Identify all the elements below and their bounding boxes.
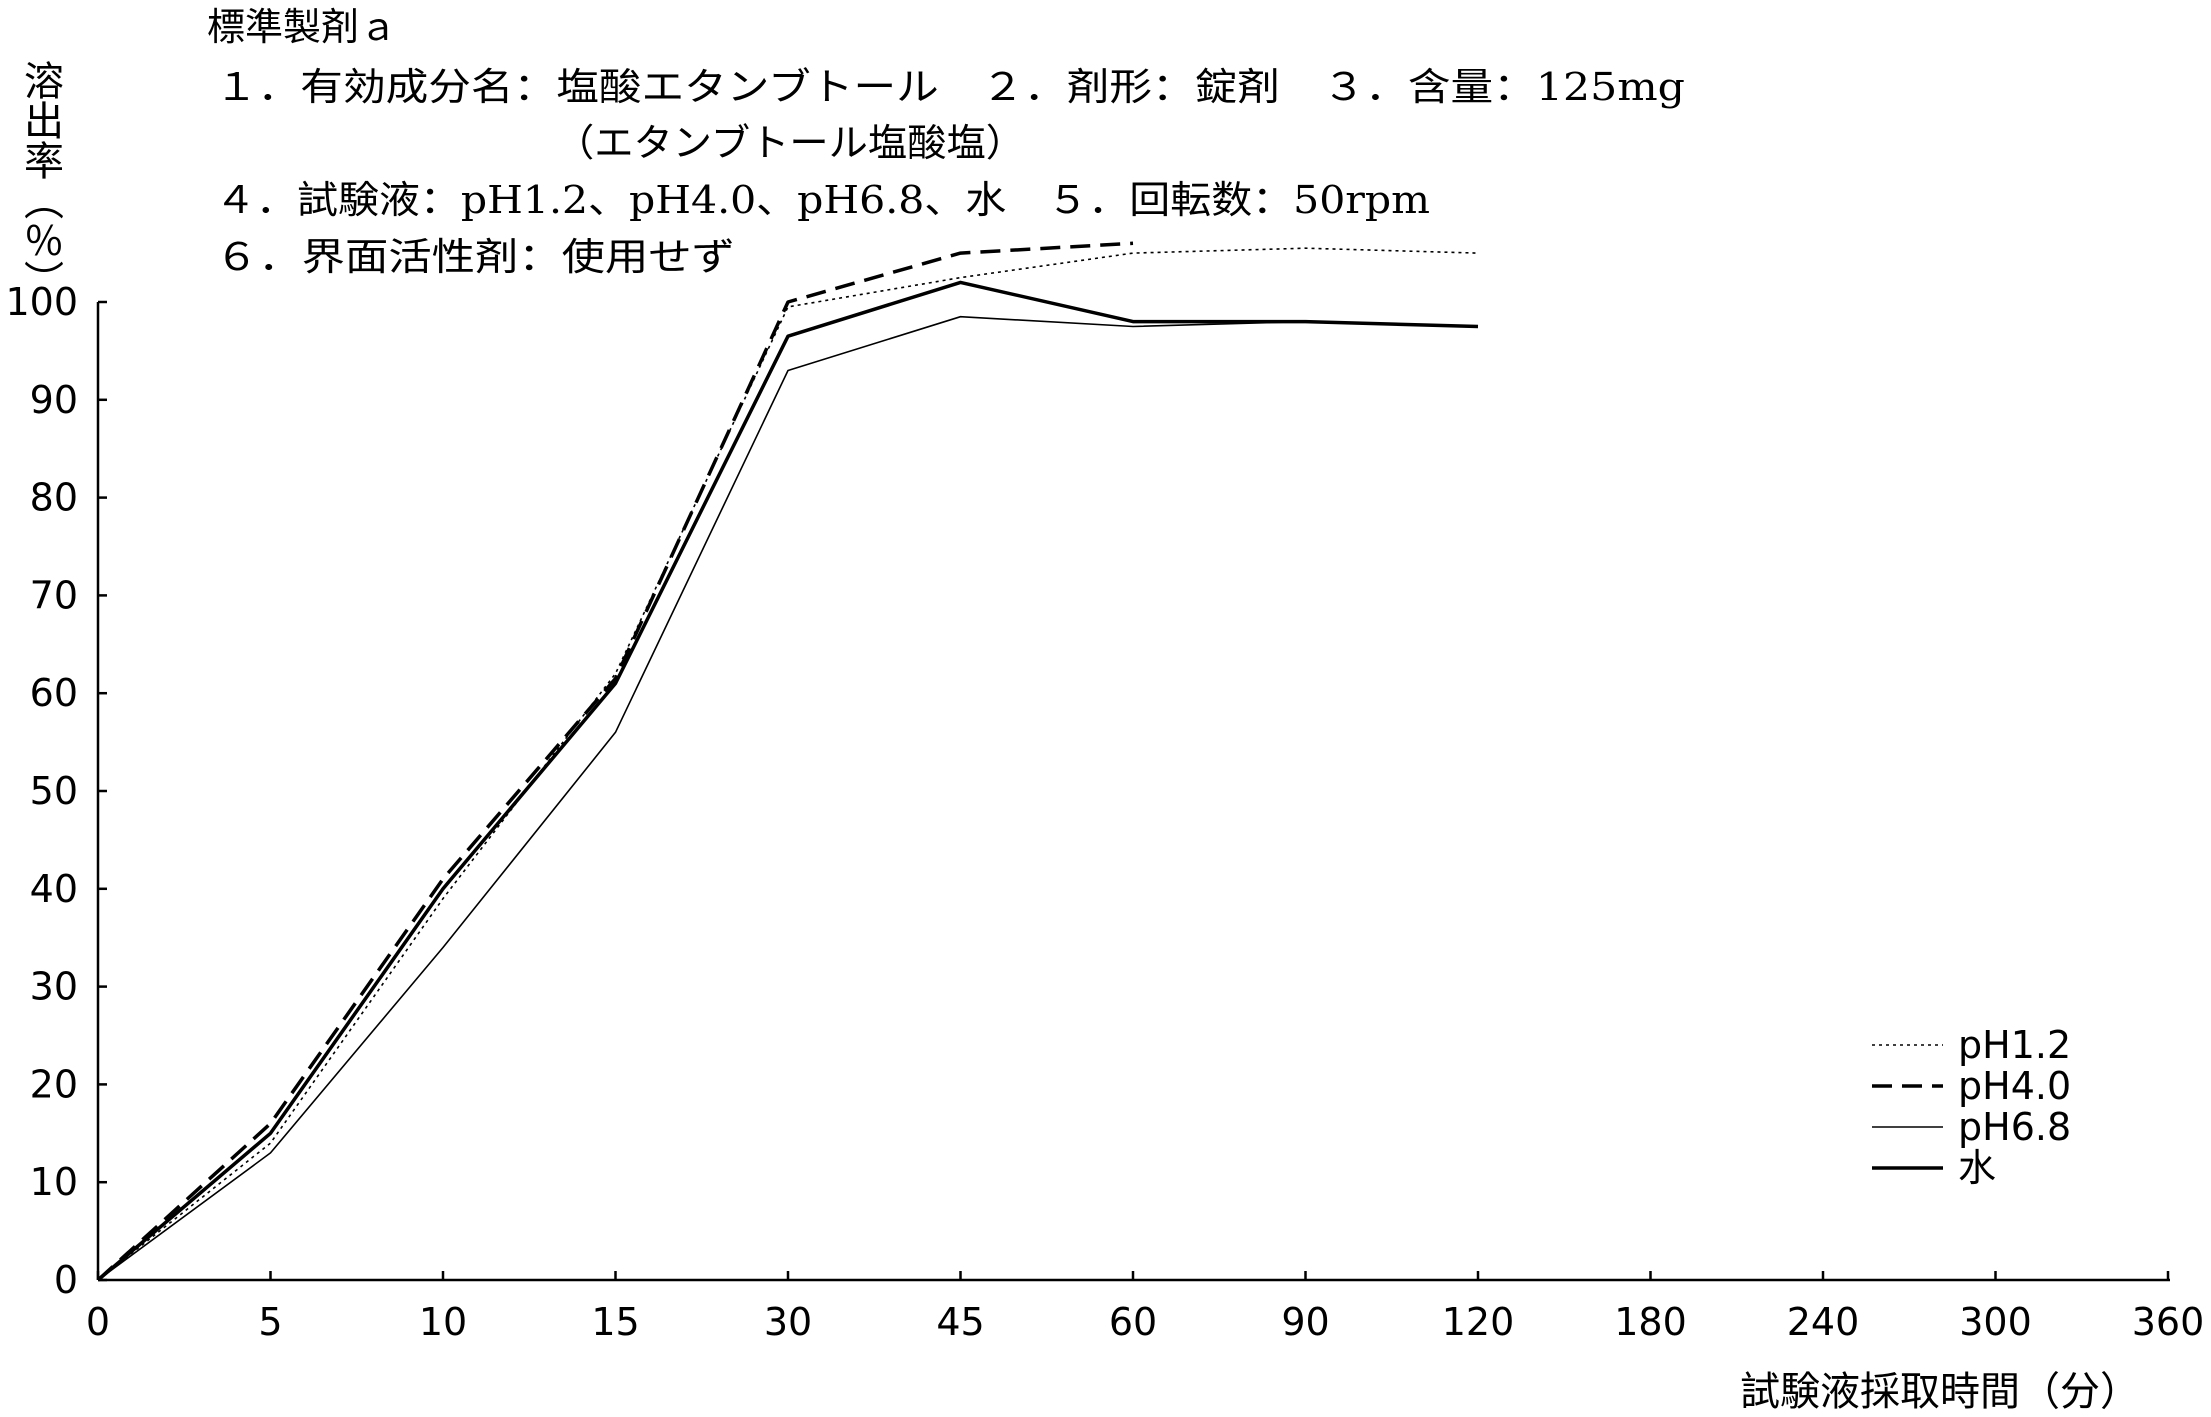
x-axis-label: 試験液採取時間（分）	[1740, 1369, 2140, 1415]
y-tick-label: 20	[30, 1062, 78, 1106]
series-lines	[96, 241, 1479, 1282]
x-tick-label: 15	[591, 1300, 639, 1344]
x-tick-label: 180	[1614, 1300, 1687, 1344]
x-tick-label: 30	[764, 1300, 812, 1344]
x-tick-label: 5	[258, 1300, 282, 1344]
legend-label: pH6.8	[1958, 1105, 2071, 1149]
legend-label: 水	[1958, 1146, 1996, 1190]
y-tick-label: 100	[5, 280, 78, 324]
y-tick-label: 60	[30, 671, 78, 715]
y-axis-ticks: 0 10 20 30 40 50 60 70 80 90 100	[5, 280, 107, 1302]
legend-label: pH1.2	[1958, 1023, 2071, 1067]
y-tick-label: 70	[30, 573, 78, 617]
x-tick-label: 90	[1281, 1300, 1329, 1344]
y-tick-label: 0	[54, 1258, 78, 1302]
series-line-4	[96, 280, 1479, 1282]
x-tick-label: 360	[2132, 1300, 2205, 1344]
series-line-3	[97, 315, 1479, 1281]
x-tick-label: 0	[86, 1300, 110, 1344]
y-tick-label: 50	[30, 769, 78, 813]
y-tick-label: 10	[30, 1160, 78, 1204]
chart-title: 標準製剤ａ	[207, 5, 397, 49]
condition-line-1: １．有効成分名：塩酸エタンブトール ２．剤形：錠剤 ３．含量：125mg	[215, 65, 1685, 109]
x-tick-label: 45	[936, 1300, 984, 1344]
y-tick-label: 80	[30, 476, 78, 520]
y-tick-label: 40	[30, 867, 78, 911]
x-axis-ticks: 0 5 10 15 30 45 60 90 120 180 240 300 360	[86, 1271, 2204, 1344]
series-line-1	[97, 247, 1479, 1281]
x-tick-label: 300	[1959, 1300, 2032, 1344]
series-line-2	[96, 241, 1134, 1282]
x-tick-label: 240	[1787, 1300, 1860, 1344]
y-tick-label: 30	[30, 965, 78, 1009]
y-axis-label: 溶出率（％）	[17, 60, 64, 300]
y-tick-label: 90	[30, 378, 78, 422]
condition-line-2: （エタンブトール塩酸塩）	[555, 121, 1025, 165]
x-tick-label: 10	[419, 1300, 467, 1344]
x-tick-label: 60	[1109, 1300, 1157, 1344]
condition-line-4: ６．界面活性剤：使用せず	[215, 235, 735, 279]
x-tick-label: 120	[1442, 1300, 1515, 1344]
legend-label: pH4.0	[1958, 1064, 2071, 1108]
condition-line-3: ４．試験液：pH1.2、pH4.0、pH6.8、水 ５．回転数：50rpm	[215, 178, 1430, 222]
